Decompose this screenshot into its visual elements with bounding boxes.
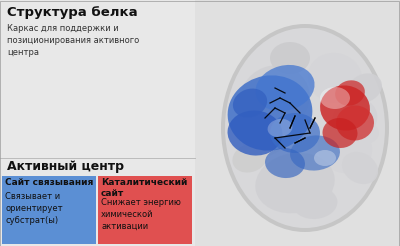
Ellipse shape: [228, 110, 282, 155]
Text: Структура белка: Структура белка: [7, 6, 138, 19]
Ellipse shape: [314, 150, 336, 166]
Ellipse shape: [228, 75, 312, 151]
Bar: [2, 176, 96, 244]
Ellipse shape: [240, 65, 310, 131]
Ellipse shape: [308, 53, 362, 103]
Ellipse shape: [270, 113, 320, 153]
Ellipse shape: [232, 143, 268, 172]
Ellipse shape: [320, 85, 370, 131]
Ellipse shape: [320, 87, 350, 109]
Ellipse shape: [241, 110, 289, 156]
Ellipse shape: [290, 136, 340, 170]
Ellipse shape: [235, 91, 275, 125]
Ellipse shape: [292, 187, 338, 219]
Ellipse shape: [336, 106, 374, 140]
Ellipse shape: [335, 80, 365, 106]
Ellipse shape: [233, 89, 267, 117]
Ellipse shape: [268, 119, 292, 137]
Ellipse shape: [342, 152, 378, 184]
Text: Активный центр: Активный центр: [7, 160, 124, 173]
Ellipse shape: [348, 73, 382, 103]
Ellipse shape: [318, 123, 372, 173]
Bar: [0, 0, 195, 246]
Ellipse shape: [265, 148, 305, 178]
Ellipse shape: [322, 118, 358, 148]
Ellipse shape: [256, 65, 314, 111]
Bar: [98, 176, 192, 244]
Ellipse shape: [270, 42, 310, 74]
Text: Связывает и
ориентирует
субстрат(ы): Связывает и ориентирует субстрат(ы): [5, 192, 63, 225]
Text: Снижает энергию
химической
активации: Снижает энергию химической активации: [101, 198, 181, 231]
Text: Каталитический
сайт: Каталитический сайт: [101, 178, 187, 198]
Ellipse shape: [351, 122, 379, 144]
Ellipse shape: [225, 28, 385, 228]
Ellipse shape: [221, 24, 389, 232]
Text: Каркас для поддержки и
позиционирования активного
центра: Каркас для поддержки и позиционирования …: [7, 24, 139, 57]
Ellipse shape: [255, 153, 335, 213]
Ellipse shape: [333, 98, 377, 138]
Text: Сайт связывания: Сайт связывания: [5, 178, 93, 187]
